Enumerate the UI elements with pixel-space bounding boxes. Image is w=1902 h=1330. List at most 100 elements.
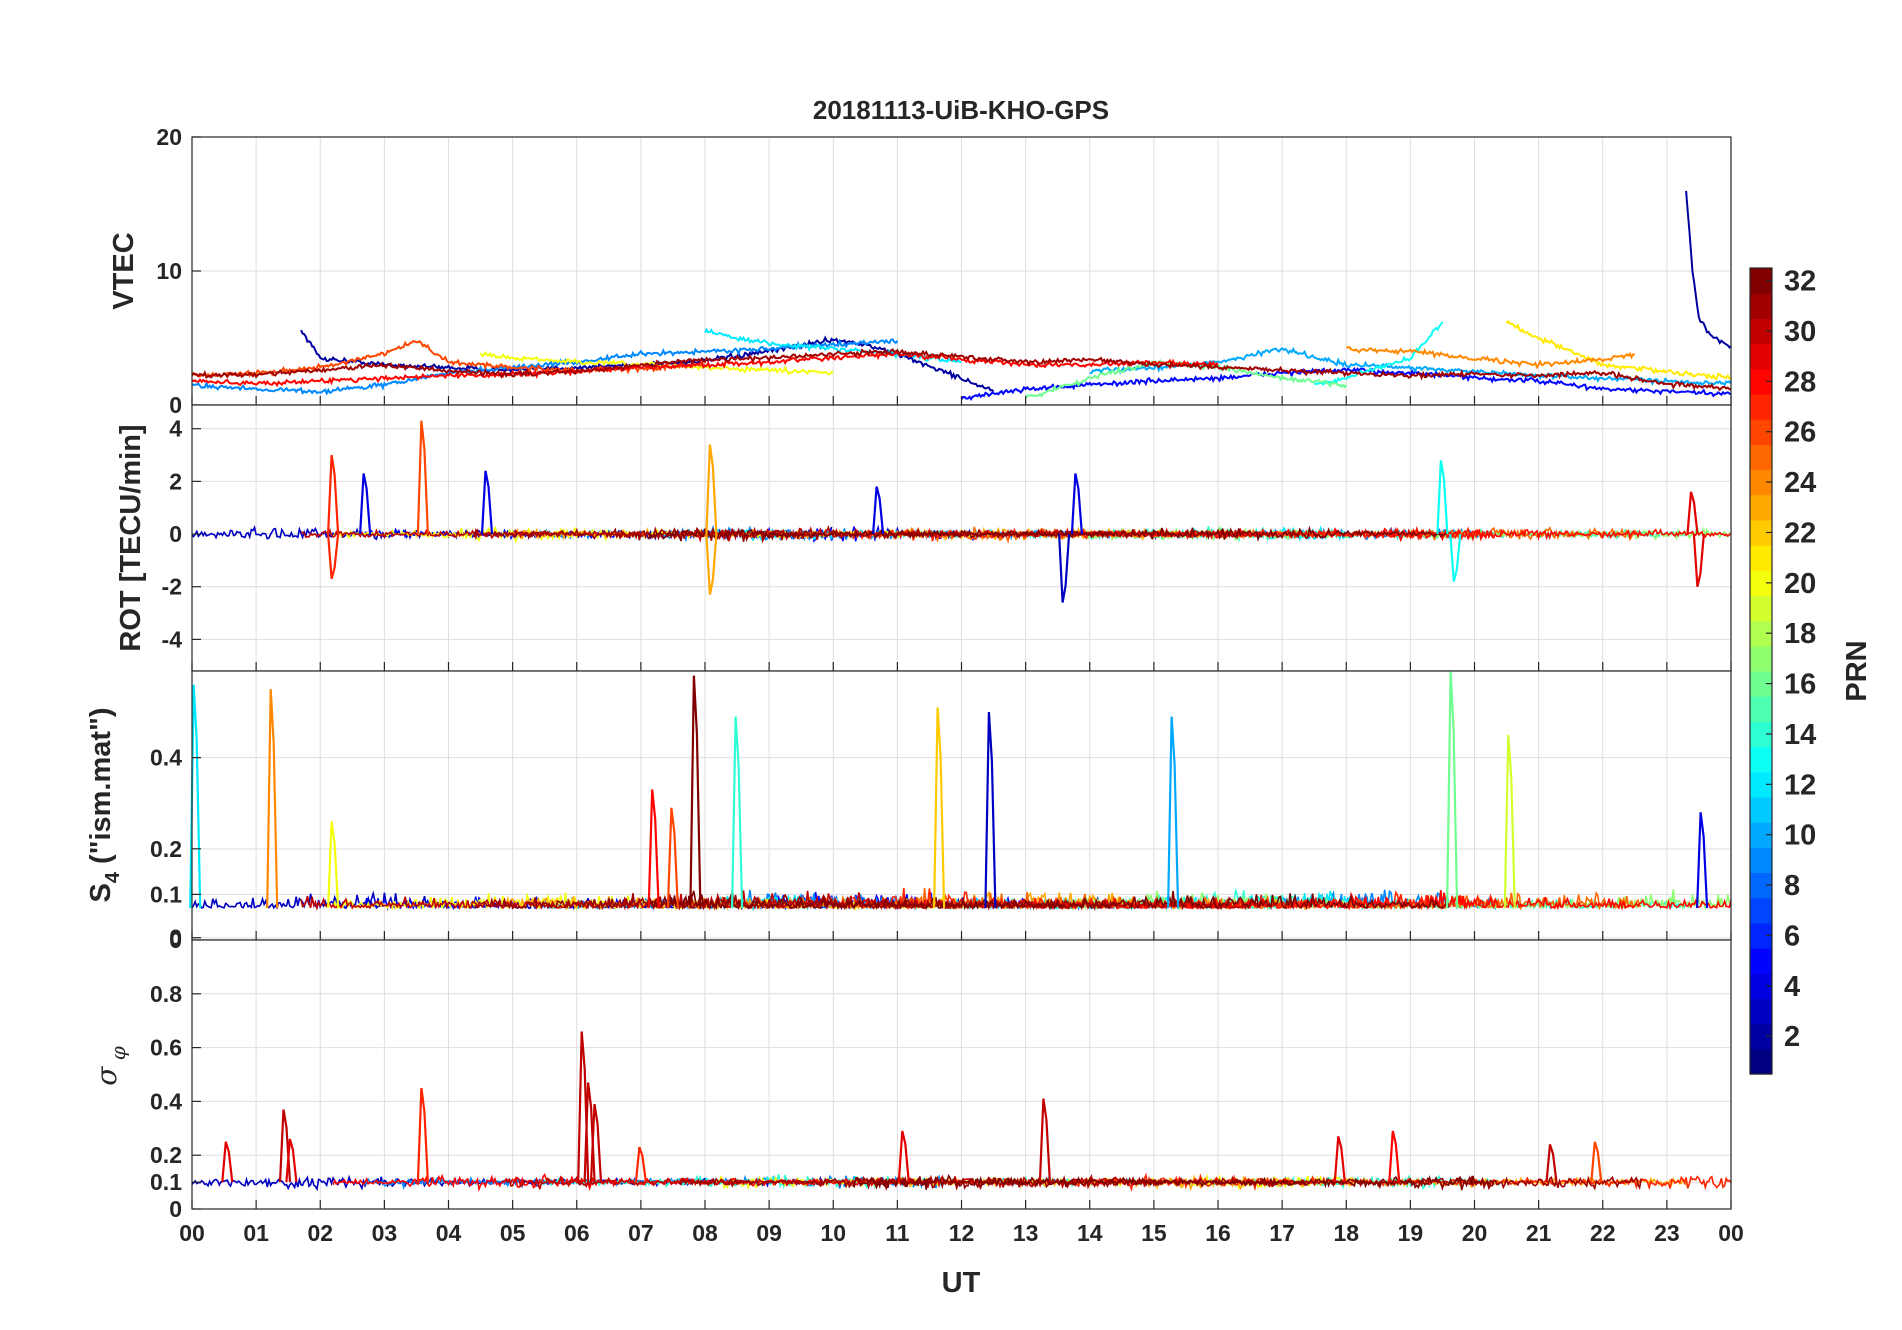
spike-trace <box>731 716 744 909</box>
x-tick-label: 01 <box>243 1220 269 1246</box>
x-tick-label: 00 <box>179 1220 205 1246</box>
spike-trace <box>416 1087 429 1183</box>
colorbar-band <box>1750 570 1772 597</box>
colorbar-band <box>1750 393 1772 420</box>
x-axis-label: UT <box>942 1267 981 1299</box>
colorbar-band <box>1750 948 1772 974</box>
colorbar-tick-label: 8 <box>1784 870 1800 902</box>
y-tick-label: 2 <box>169 468 182 494</box>
colorbar-band <box>1750 897 1772 924</box>
colorbar-band <box>1750 721 1772 748</box>
colorbar-band <box>1750 595 1772 622</box>
spike-trace <box>1167 716 1180 909</box>
x-tick-label: 03 <box>372 1220 398 1246</box>
spike-trace <box>359 473 372 535</box>
colorbar-band <box>1750 368 1772 395</box>
spike-trace <box>1692 533 1705 587</box>
rot-panel: -4 -2 0 2 4 ROT [TECU/min] <box>115 404 1732 672</box>
sigma-phi-panel: 00.10.2 0.4 0.6 0.8 σ φ <box>90 939 1732 1222</box>
colorbar-tick-label: 4 <box>1784 971 1800 1003</box>
spike-trace <box>689 675 702 909</box>
sigma-phi-grid <box>192 940 1731 1209</box>
vtec-traces <box>191 190 1732 402</box>
colorbar-band <box>1750 318 1772 345</box>
x-tick-label: 14 <box>1077 1220 1103 1246</box>
spike-trace <box>1545 1144 1558 1183</box>
colorbar-tick-label: 6 <box>1784 920 1800 952</box>
x-tick-label: 11 <box>885 1220 910 1246</box>
colorbar-band <box>1750 847 1772 874</box>
y-tick-label: 4 <box>169 416 182 442</box>
x-tick-label: 16 <box>1205 1220 1231 1246</box>
vtec-trace <box>191 348 1732 392</box>
colorbar-frame <box>1749 267 1773 1075</box>
y-tick-label: -4 <box>162 626 183 652</box>
colorbar-band <box>1750 469 1772 496</box>
spike-trace <box>647 789 660 909</box>
x-tick-label: 07 <box>628 1220 654 1246</box>
x-tick-label: 18 <box>1333 1220 1359 1246</box>
colorbar-label: PRN <box>1841 640 1873 701</box>
y-tick-label: 0.4 <box>150 745 182 771</box>
y-tick-label: 0 <box>169 927 182 953</box>
noise-trace <box>851 1173 1495 1191</box>
x-tick-label: 12 <box>949 1220 975 1246</box>
vtec-y-axis-label: VTEC <box>108 232 140 309</box>
spike-trace <box>933 707 946 909</box>
colorbar-tick-label: 18 <box>1784 618 1816 650</box>
x-tick-label: 09 <box>756 1220 782 1246</box>
x-tick-label: 22 <box>1590 1220 1616 1246</box>
spike-trace <box>480 470 494 535</box>
spike-trace <box>872 486 885 535</box>
x-tick-label: 00 <box>1718 1220 1744 1246</box>
colorbar-tick-label: 20 <box>1784 568 1816 600</box>
colorbar-tick-label: 16 <box>1784 669 1816 701</box>
colorbar-band <box>1750 696 1772 722</box>
colorbar-bands <box>1750 268 1772 1075</box>
s4-panel: 000.10.20.4 S4 ("ism.mat") <box>85 670 1732 953</box>
y-tick-label: 10 <box>156 258 182 284</box>
y-tick-label: 0 <box>169 521 182 547</box>
sigma-phi-y-ticks: 00.10.2 0.4 0.6 0.8 <box>150 981 201 1222</box>
y-tick-label: -2 <box>162 574 182 600</box>
y-tick-label: 20 <box>156 124 182 150</box>
spike-trace <box>705 533 718 595</box>
x-tick-label: 08 <box>692 1220 718 1246</box>
spike-trace <box>327 533 340 580</box>
spike-trace <box>984 711 997 909</box>
colorbar-band <box>1750 519 1772 546</box>
s4-y-ticks: 000.10.20.4 <box>150 745 201 953</box>
sigma-phi-y-axis-label: σ φ <box>90 1046 130 1086</box>
vtec-trace <box>1685 190 1732 349</box>
spike-trace <box>634 1146 647 1183</box>
colorbar-tick-label: 30 <box>1784 316 1816 348</box>
noise-trace <box>646 890 1450 911</box>
y-tick-label: 0.4 <box>150 1088 182 1114</box>
colorbar-band <box>1750 545 1772 571</box>
colorbar-band <box>1750 444 1772 471</box>
sigma-phi-traces <box>191 1031 1732 1193</box>
colorbar-band <box>1750 494 1772 521</box>
x-tick-label: 23 <box>1654 1220 1680 1246</box>
colorbar-band <box>1750 973 1772 1000</box>
colorbar-band <box>1750 419 1772 445</box>
spike-trace <box>1590 1141 1603 1183</box>
x-tick-label: 04 <box>436 1220 462 1246</box>
colorbar-tick-label: 22 <box>1784 517 1816 549</box>
s4-traces <box>189 670 1732 912</box>
x-tick-label: 10 <box>820 1220 846 1246</box>
colorbar-tick-label: 12 <box>1784 769 1816 801</box>
y-tick-label: 0 <box>169 1196 182 1222</box>
vtec-trace <box>191 338 899 396</box>
x-tick-label: 05 <box>500 1220 526 1246</box>
x-tick-label: 19 <box>1398 1220 1424 1246</box>
x-tick-label: 06 <box>564 1220 590 1246</box>
colorbar-tick-label: 28 <box>1784 366 1816 398</box>
colorbar-band <box>1750 293 1772 319</box>
colorbar-tick-label: 24 <box>1784 467 1816 499</box>
x-tick-label: 13 <box>1013 1220 1039 1246</box>
y-tick-label: 0.1 <box>150 1169 182 1195</box>
